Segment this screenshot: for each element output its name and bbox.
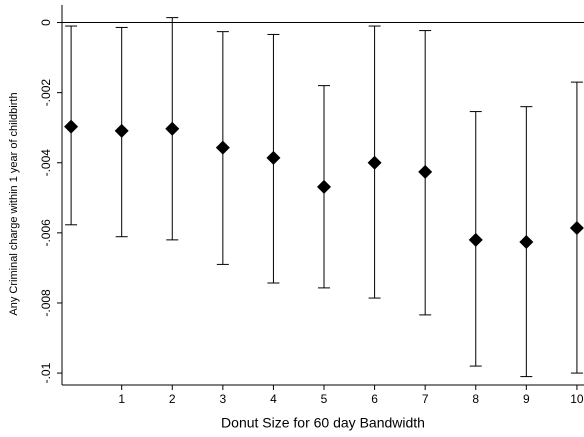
x-tick-label: 10 (570, 392, 584, 406)
x-tick-label: 9 (523, 392, 530, 406)
y-tick-label: 0 (39, 19, 53, 26)
y-tick-label: -.008 (39, 289, 53, 317)
x-tick-label: 8 (472, 392, 479, 406)
x-axis-title: Donut Size for 60 day Bandwidth (221, 415, 425, 431)
point (64, 119, 79, 134)
x-tick-label: 6 (371, 392, 378, 406)
point (266, 150, 281, 165)
point (468, 232, 483, 247)
point (418, 164, 433, 179)
x-tick-label: 2 (169, 392, 176, 406)
y-tick-label: -.006 (39, 219, 53, 247)
point (165, 121, 180, 136)
y-tick-label: -.002 (39, 79, 53, 107)
y-tick-label: -.004 (39, 149, 53, 177)
x-tick-label: 3 (220, 392, 227, 406)
x-tick-label: 5 (321, 392, 328, 406)
point (367, 155, 382, 170)
x-tick-label: 1 (118, 392, 125, 406)
point (317, 179, 332, 194)
point (569, 220, 584, 235)
x-tick-label: 7 (422, 392, 429, 406)
point (114, 123, 129, 138)
x-tick-label: 4 (270, 392, 277, 406)
y-tick-label: -.01 (39, 362, 53, 383)
point (215, 140, 230, 155)
point (519, 234, 534, 249)
y-axis-title: Any Criminal charge within 1 year of chi… (8, 92, 20, 315)
